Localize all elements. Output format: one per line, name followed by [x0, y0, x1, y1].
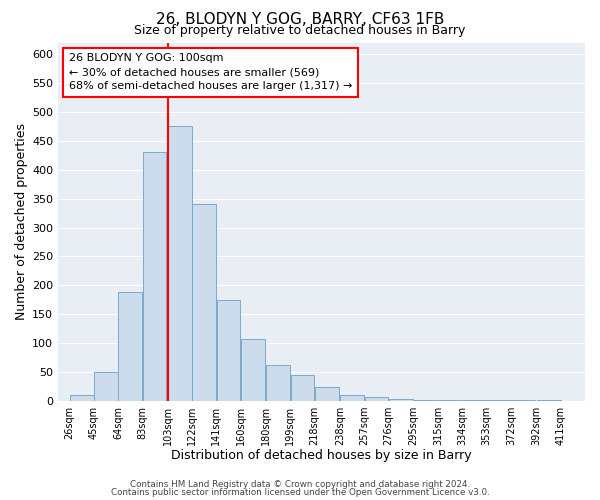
Bar: [266, 365, 290, 401]
Bar: [168, 126, 192, 401]
Bar: [537, 400, 560, 401]
Bar: [389, 399, 413, 401]
Bar: [487, 400, 511, 401]
Bar: [340, 395, 364, 401]
Bar: [439, 400, 463, 401]
Bar: [413, 400, 437, 401]
Text: 26 BLODYN Y GOG: 100sqm
← 30% of detached houses are smaller (569)
68% of semi-d: 26 BLODYN Y GOG: 100sqm ← 30% of detache…: [68, 54, 352, 92]
Bar: [94, 372, 118, 401]
Text: 26, BLODYN Y GOG, BARRY, CF63 1FB: 26, BLODYN Y GOG, BARRY, CF63 1FB: [156, 12, 444, 28]
Text: Size of property relative to detached houses in Barry: Size of property relative to detached ho…: [134, 24, 466, 37]
Bar: [315, 386, 338, 401]
Bar: [365, 397, 388, 401]
Bar: [118, 292, 142, 401]
Bar: [192, 204, 216, 401]
Bar: [217, 300, 241, 401]
Text: Contains HM Land Registry data © Crown copyright and database right 2024.: Contains HM Land Registry data © Crown c…: [130, 480, 470, 489]
Y-axis label: Number of detached properties: Number of detached properties: [15, 123, 28, 320]
Bar: [70, 395, 94, 401]
Bar: [290, 375, 314, 401]
X-axis label: Distribution of detached houses by size in Barry: Distribution of detached houses by size …: [171, 450, 472, 462]
Bar: [143, 152, 166, 401]
Bar: [241, 339, 265, 401]
Bar: [511, 400, 535, 401]
Bar: [463, 400, 487, 401]
Text: Contains public sector information licensed under the Open Government Licence v3: Contains public sector information licen…: [110, 488, 490, 497]
